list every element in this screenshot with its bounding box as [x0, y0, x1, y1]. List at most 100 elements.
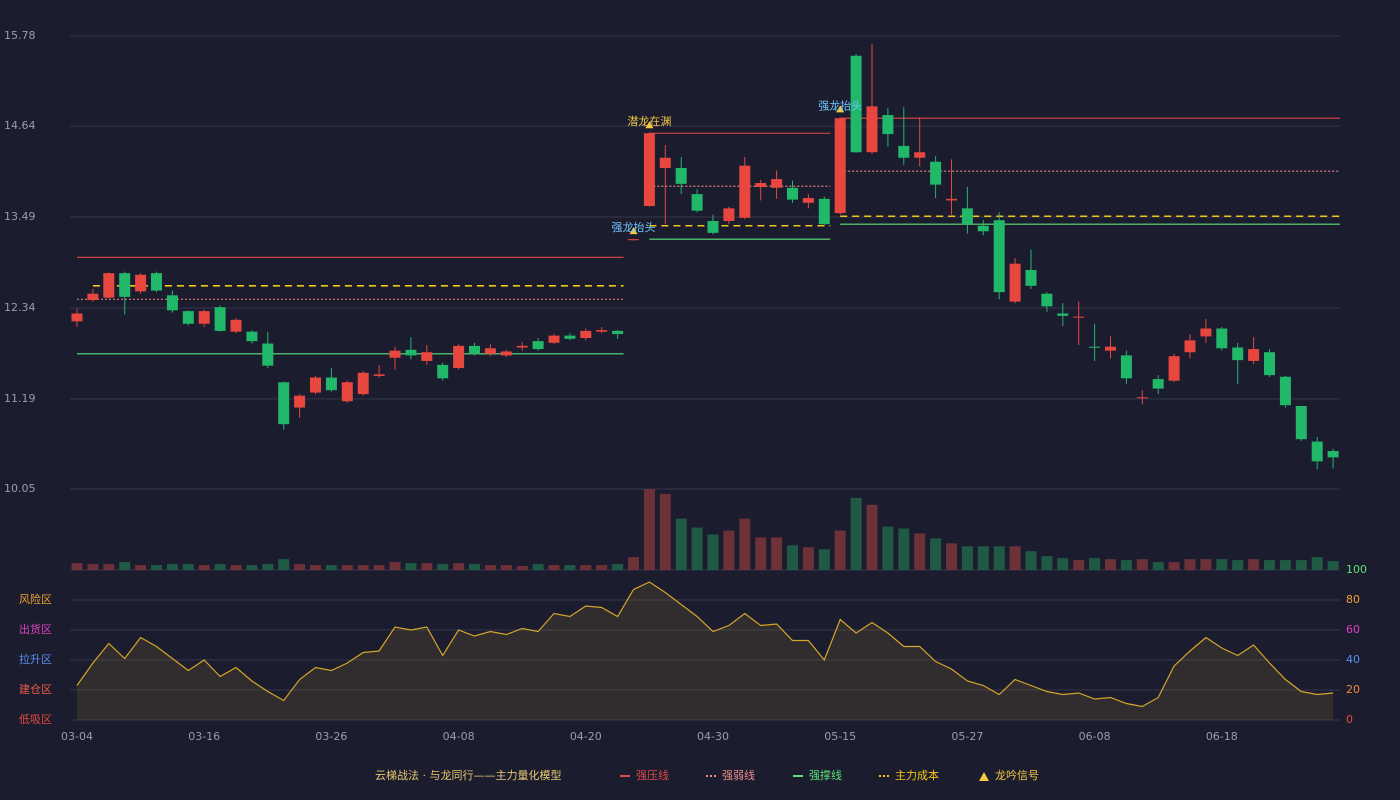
candle-body	[1025, 270, 1037, 286]
volume-bar	[151, 565, 162, 570]
candle-body	[373, 374, 385, 376]
volume-bar	[310, 565, 321, 570]
volume-bar	[723, 530, 735, 570]
indicator-tick-label: 80	[1346, 593, 1360, 606]
signal-marker	[645, 121, 654, 129]
candle-body	[1089, 346, 1101, 348]
candle-body	[357, 372, 369, 395]
y-tick-label: 10.05	[4, 482, 36, 495]
volume-bar	[834, 530, 846, 570]
candle-body	[119, 273, 131, 297]
x-tick-label: 04-08	[443, 730, 475, 743]
candle-body	[961, 208, 973, 225]
volume-bar	[1311, 557, 1323, 570]
candle-body	[516, 345, 528, 348]
volume-bar	[1264, 560, 1275, 570]
volume-bar	[1120, 560, 1132, 570]
volume-bar	[405, 563, 417, 570]
candle-body	[421, 352, 433, 361]
volume-bar	[707, 534, 719, 570]
y-tick-label: 13.49	[4, 210, 36, 223]
signal-label: 强龙抬头	[612, 220, 656, 234]
candle-body	[739, 165, 751, 218]
legend-title: 云梯战法 · 与龙同行——主力量化模型	[375, 768, 562, 782]
volume-bar	[1136, 559, 1148, 570]
candle-body	[866, 106, 878, 153]
candle-body	[1279, 376, 1291, 406]
volume-bar	[230, 565, 242, 570]
volume-bar	[389, 562, 401, 570]
candle-body	[453, 345, 465, 369]
x-tick-label: 06-08	[1079, 730, 1111, 743]
volume-bar	[977, 546, 989, 570]
zone-label: 拉升区	[19, 652, 52, 666]
y-tick-label: 15.78	[4, 29, 36, 42]
volume-bar	[961, 546, 973, 570]
x-tick-label: 03-16	[188, 730, 220, 743]
candle-body	[612, 330, 624, 335]
candle-body	[818, 198, 830, 225]
volume-bar	[866, 504, 878, 570]
volume-bar	[516, 566, 528, 570]
volume-bar	[182, 564, 194, 570]
signal-label: 强龙抬头	[818, 98, 862, 112]
volume-bar	[1327, 561, 1339, 570]
candle-body	[294, 395, 306, 408]
candle-body	[1200, 328, 1212, 337]
x-tick-label: 03-04	[61, 730, 93, 743]
candle-body	[214, 307, 226, 331]
candle-body	[262, 343, 274, 366]
candle-body	[1105, 346, 1116, 351]
volume-bar	[341, 565, 353, 570]
candle-body	[389, 350, 401, 358]
zone-label: 出货区	[19, 622, 52, 636]
volume-bar	[1216, 559, 1228, 570]
volume-bar	[643, 489, 655, 570]
legend-label: 强撑线	[809, 768, 842, 782]
volume-bar	[1009, 546, 1021, 570]
candle-body	[230, 319, 242, 332]
volume-bar	[802, 547, 814, 570]
candle-body	[596, 330, 608, 332]
candle-body	[755, 183, 767, 187]
volume-bar	[659, 493, 671, 570]
candle-body	[548, 335, 560, 343]
volume-bar	[135, 565, 147, 570]
volume-bar	[1232, 560, 1244, 570]
zone-label: 风险区	[19, 592, 52, 606]
x-tick-label: 06-18	[1206, 730, 1238, 743]
candle-body	[850, 55, 862, 153]
candle-body	[198, 311, 210, 324]
volume-bar	[373, 565, 385, 570]
volume-bar	[1105, 559, 1116, 570]
candle-body	[87, 293, 99, 301]
indicator-tick-label: 60	[1346, 623, 1360, 636]
candle-body	[1041, 293, 1053, 307]
volume-bar	[484, 565, 496, 570]
x-tick-label: 03-26	[315, 730, 347, 743]
volume-bar	[914, 533, 926, 570]
volume-bar	[119, 562, 131, 570]
candle-body	[341, 382, 353, 402]
candle-body	[643, 133, 655, 206]
y-tick-label: 11.19	[4, 392, 36, 405]
candle-body	[628, 239, 639, 241]
candle-body	[437, 364, 449, 379]
volume-bar	[930, 538, 942, 570]
volume-bar	[675, 518, 687, 570]
volume-bar	[1089, 558, 1101, 570]
volume-bar	[246, 565, 258, 570]
candle-body	[1073, 316, 1085, 318]
volume-bar	[262, 564, 274, 570]
candle-body	[977, 225, 989, 232]
candle-body	[405, 349, 417, 356]
volume-bar	[787, 545, 798, 570]
volume-bar	[278, 559, 290, 570]
candle-body	[1120, 355, 1132, 379]
candle-body	[930, 161, 942, 185]
volume-bar	[166, 564, 178, 570]
candle-body	[659, 157, 671, 169]
candle-body	[834, 118, 846, 214]
signal-label: 潜龙在渊	[627, 114, 671, 128]
